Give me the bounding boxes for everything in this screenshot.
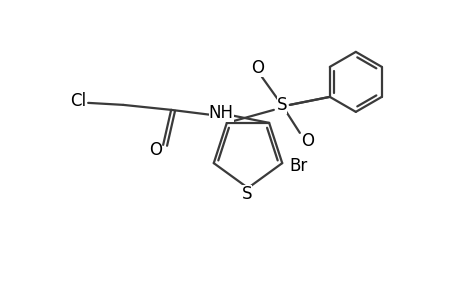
Text: S: S: [276, 96, 286, 114]
Text: O: O: [148, 141, 161, 159]
Text: NH: NH: [208, 104, 233, 122]
Text: O: O: [301, 132, 313, 150]
Text: S: S: [241, 185, 252, 203]
Text: O: O: [251, 59, 264, 77]
Text: Cl: Cl: [70, 92, 86, 110]
Text: Br: Br: [289, 157, 307, 175]
